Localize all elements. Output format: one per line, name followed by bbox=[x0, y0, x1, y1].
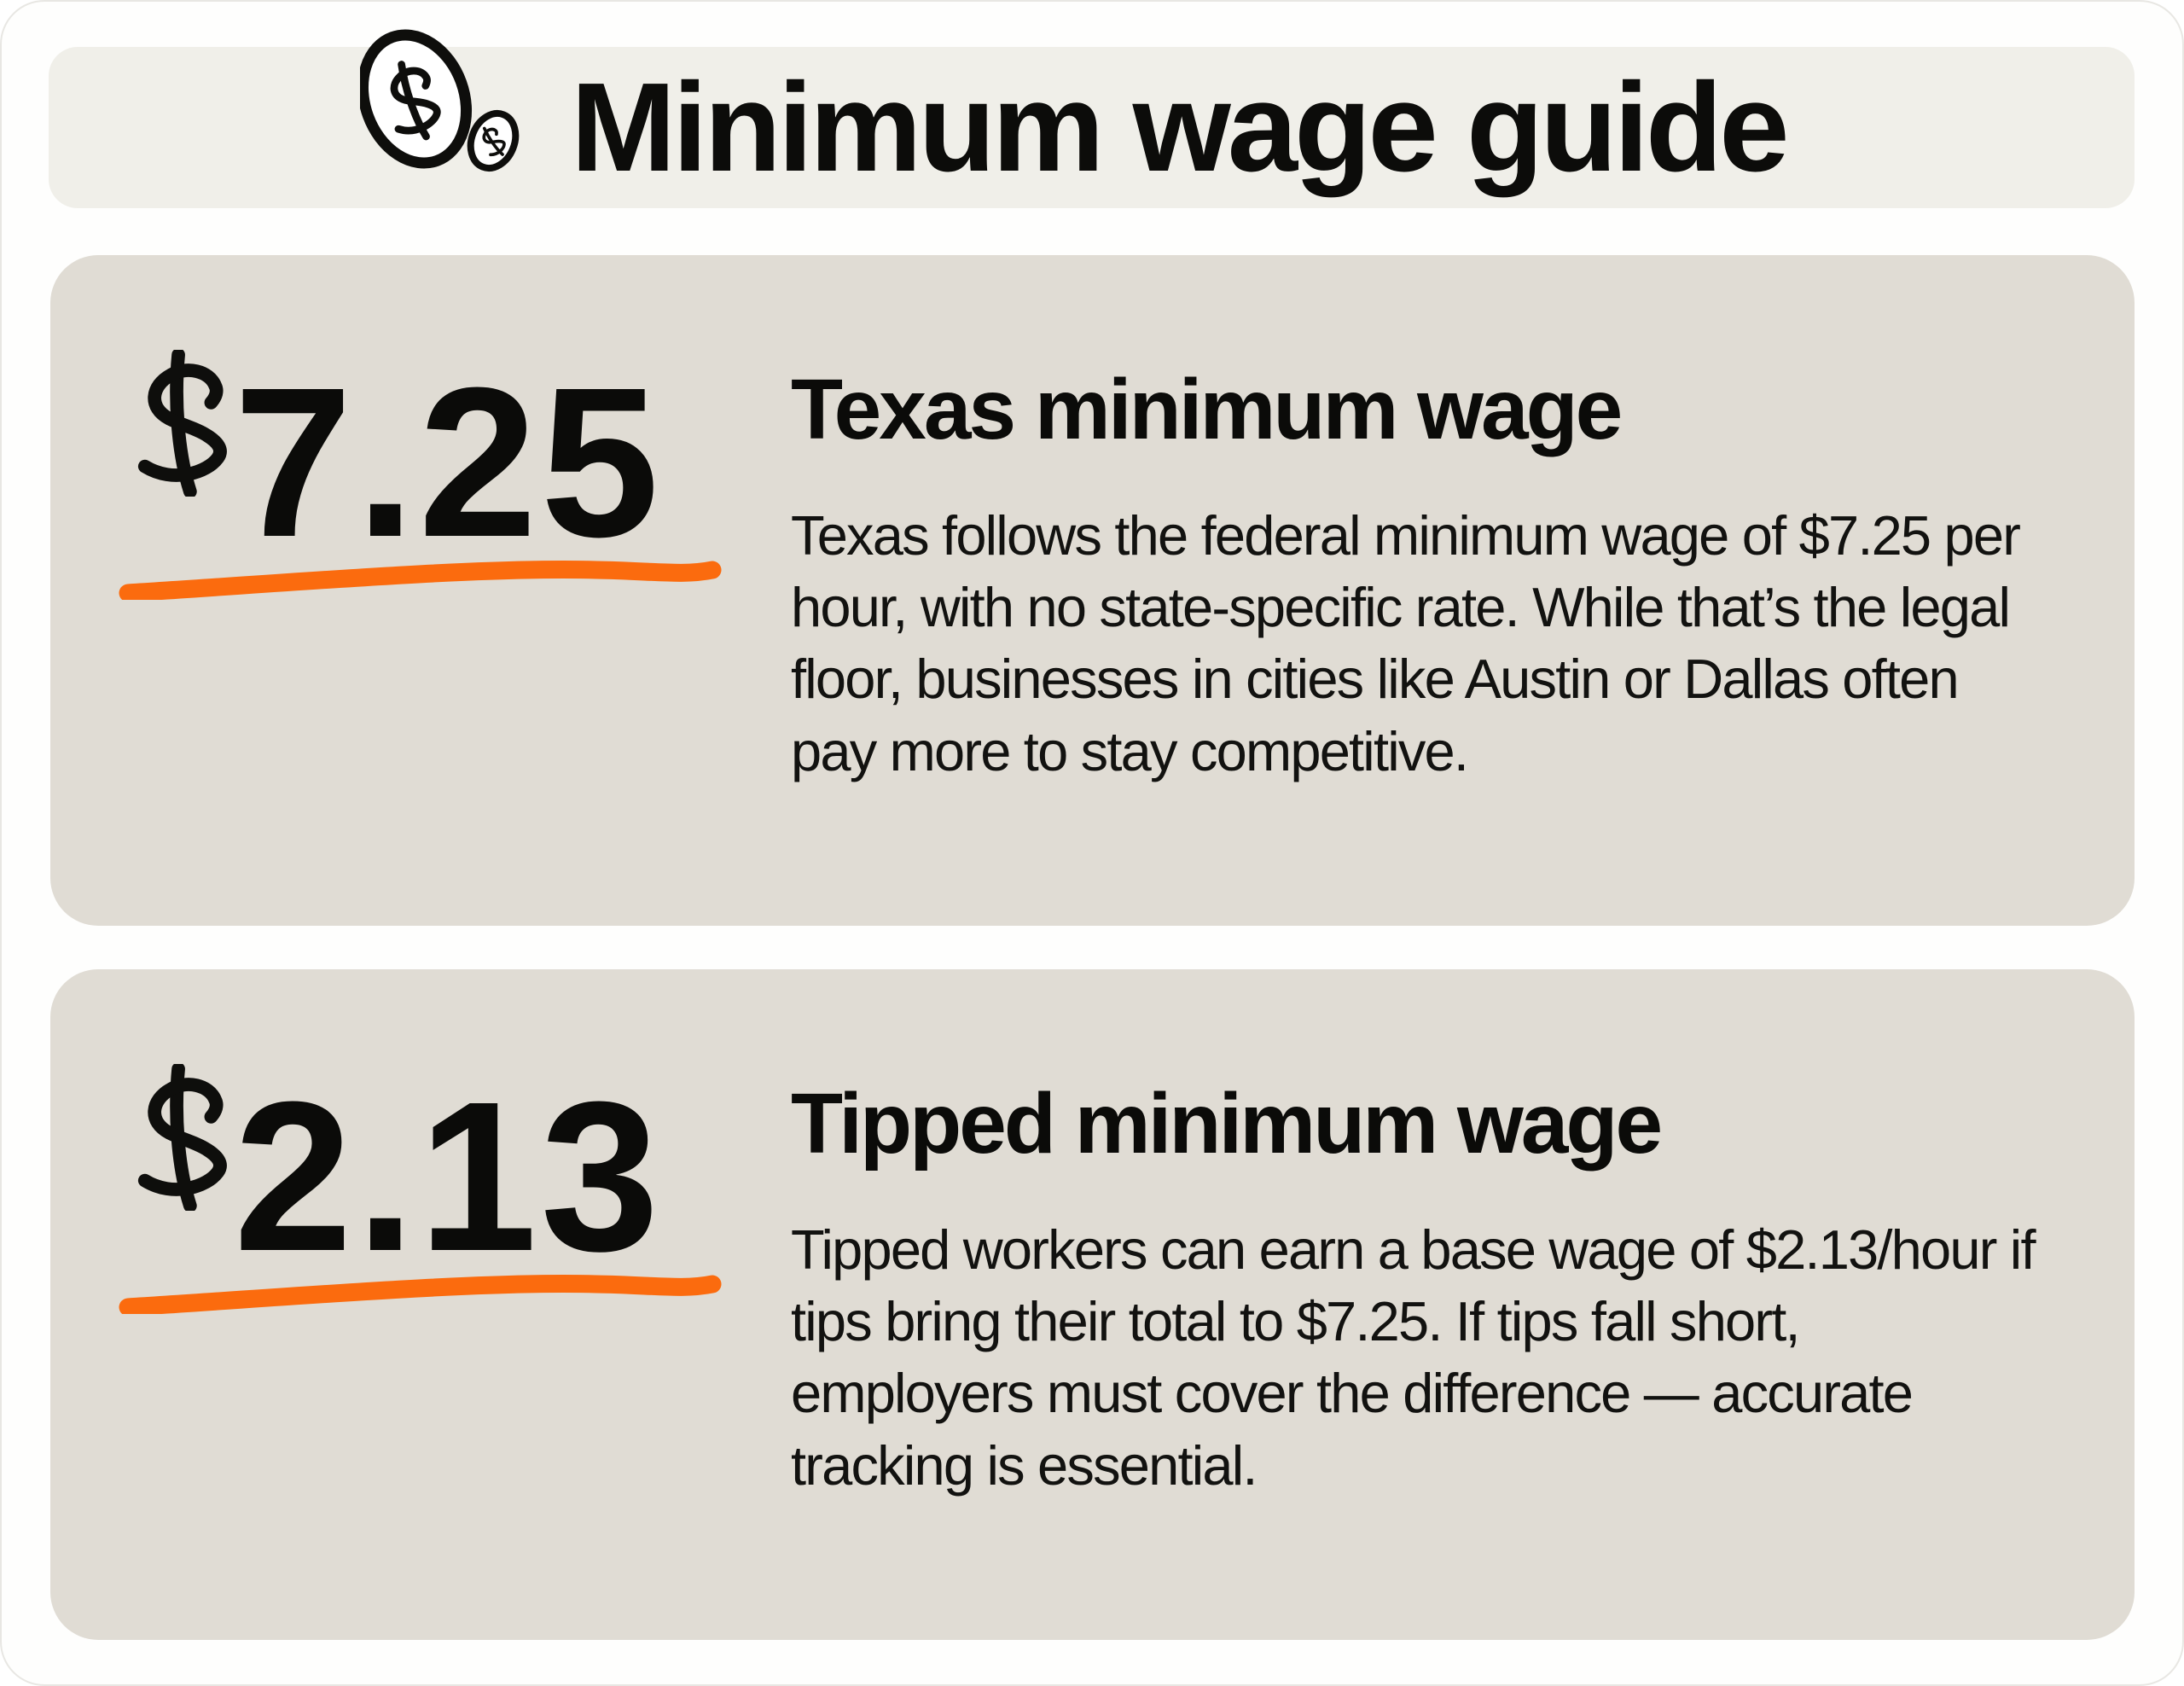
amount-value: 2.13 bbox=[234, 1057, 663, 1295]
amount-value: 7.25 bbox=[234, 343, 663, 581]
dollar-coins-icon bbox=[357, 29, 522, 172]
card-body-text: Texas follows the federal minimum wage o… bbox=[791, 504, 2021, 782]
dollar-sign-icon bbox=[136, 350, 229, 497]
hand-drawn-underline bbox=[119, 559, 723, 600]
page-title: Minimum wage guide bbox=[571, 56, 1790, 198]
card-tipped-minimum-wage: 2.13 Tipped minimum wage Tipped workers … bbox=[50, 969, 2135, 1640]
card-heading: Tipped minimum wage bbox=[791, 1076, 1663, 1171]
hand-drawn-underline bbox=[119, 1273, 723, 1314]
dollar-sign-icon bbox=[136, 1064, 229, 1211]
header-bar: Minimum wage guide bbox=[49, 29, 2135, 208]
card-heading: Texas minimum wage bbox=[791, 362, 1623, 457]
card-copy: Texas minimum wage Texas follows the fed… bbox=[791, 367, 2045, 788]
card-body-text: Tipped workers can earn a base wage of $… bbox=[791, 1218, 2036, 1497]
card-texas-minimum-wage: 7.25 Texas minimum wage Texas follows th… bbox=[50, 255, 2135, 926]
card-copy: Tipped minimum wage Tipped workers can e… bbox=[791, 1081, 2045, 1502]
